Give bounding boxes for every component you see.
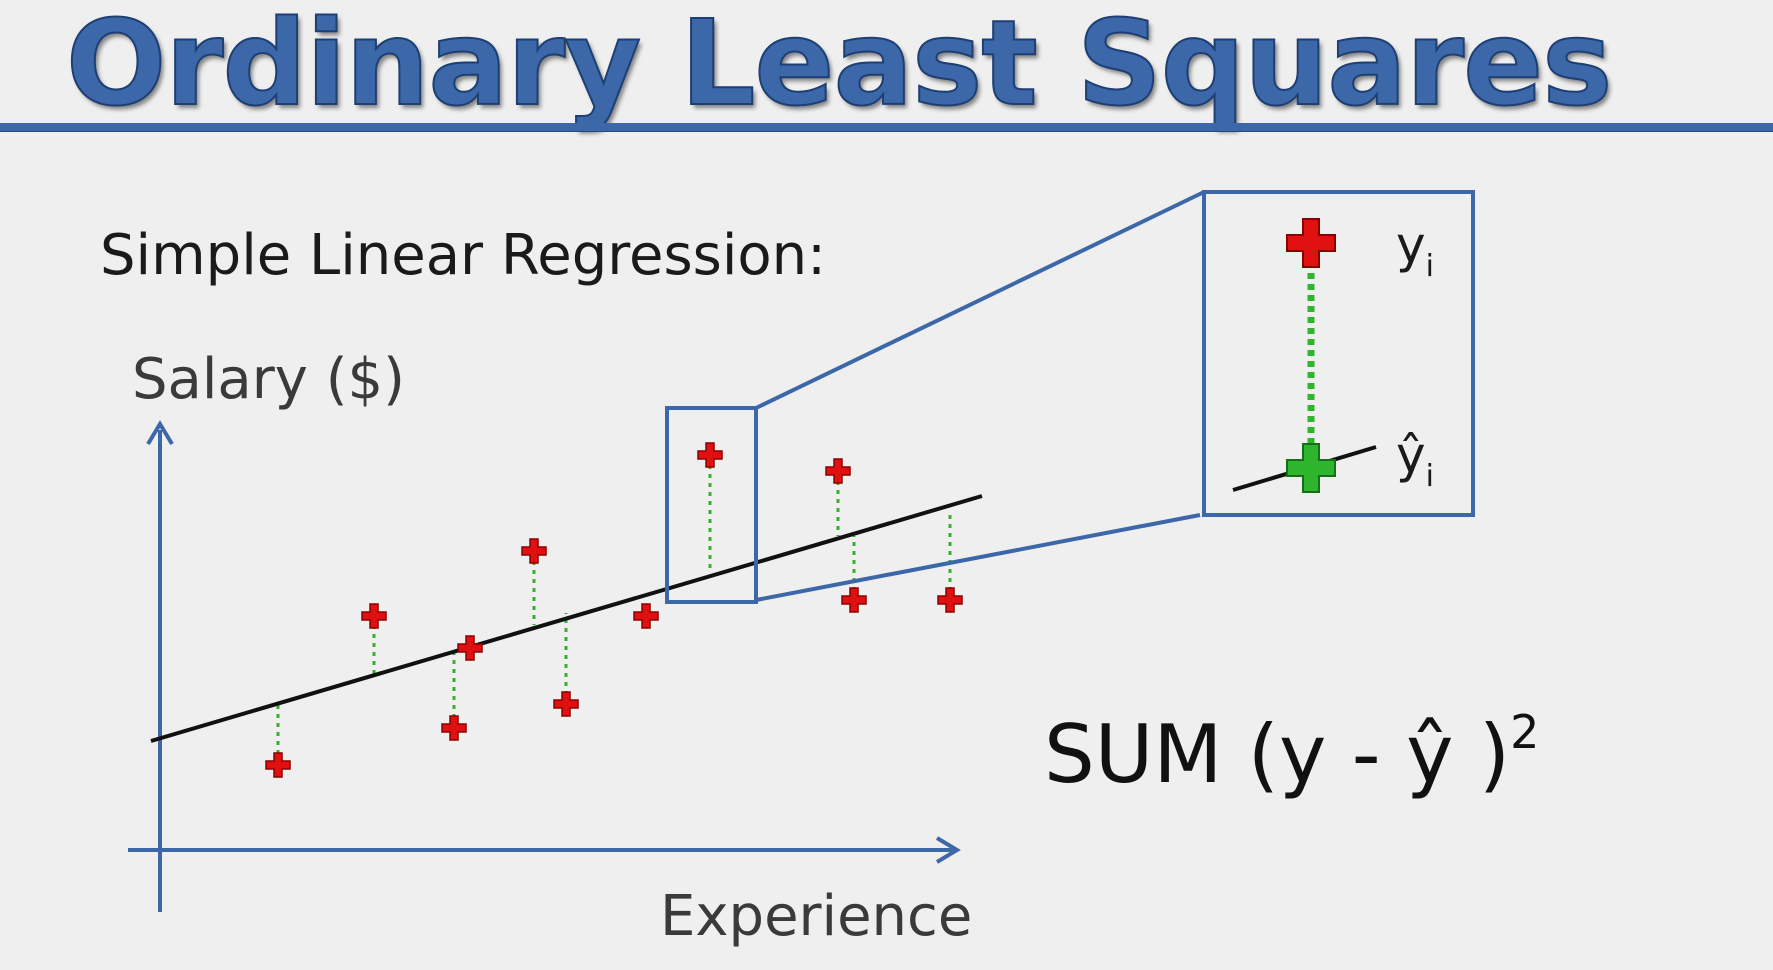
y-axis-arrowhead <box>146 420 174 446</box>
observed-point <box>441 715 467 741</box>
observed-point <box>841 587 867 613</box>
observed-point-large <box>1286 218 1336 268</box>
highlight-box <box>665 406 758 604</box>
title-underline <box>0 123 1773 132</box>
observed-point <box>825 458 851 484</box>
observed-point <box>265 752 291 778</box>
data-points <box>265 442 963 778</box>
subtitle: Simple Linear Regression: <box>100 223 827 288</box>
observed-point <box>457 635 483 661</box>
observed-point <box>633 603 659 629</box>
regression-line <box>150 494 983 743</box>
observed-point <box>697 442 723 468</box>
observed-y-symbol: y <box>1396 216 1426 274</box>
x-axis-label: Experience <box>660 884 972 949</box>
sum-of-squares-formula: SUM (y - ŷ )2 <box>1044 705 1539 801</box>
formula-exponent: 2 <box>1510 705 1539 759</box>
page-title: Ordinary Least Squares <box>65 0 1613 133</box>
observed-point <box>361 603 387 629</box>
zoom-connector-top <box>755 190 1205 410</box>
observed-y-label: yi <box>1396 216 1434 284</box>
observed-y-subscript: i <box>1426 249 1434 284</box>
inset-box <box>1202 190 1475 517</box>
observed-point <box>521 538 547 564</box>
zoom-connector-bottom <box>755 513 1201 602</box>
residuals <box>276 456 952 763</box>
observed-point <box>937 587 963 613</box>
predicted-y-symbol: ŷ <box>1396 426 1426 484</box>
predicted-point-large <box>1286 443 1336 493</box>
predicted-y-subscript: i <box>1426 459 1434 494</box>
x-axis-arrowhead <box>935 836 961 864</box>
predicted-y-label: ŷi <box>1396 426 1434 494</box>
observed-point <box>553 691 579 717</box>
y-axis-label: Salary ($) <box>132 347 405 412</box>
formula-body: SUM (y - ŷ ) <box>1044 708 1510 801</box>
